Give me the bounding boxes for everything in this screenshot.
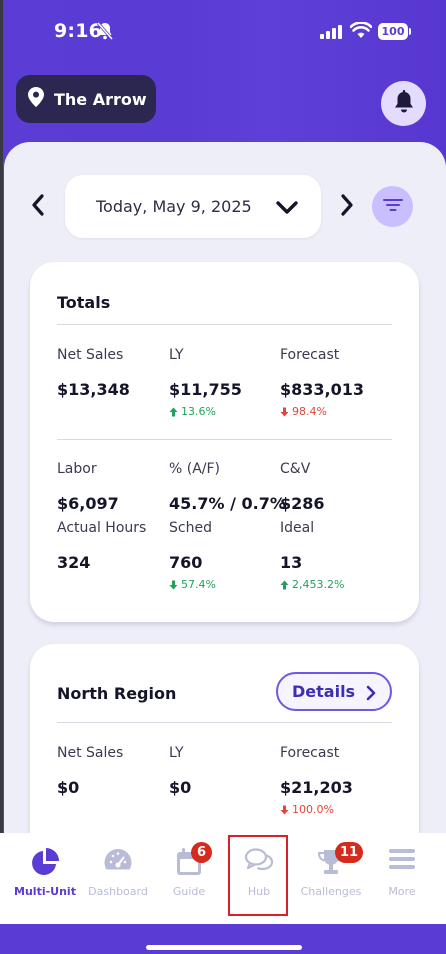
forecast-label: Forecast (280, 347, 340, 363)
device-bezel (0, 0, 3, 954)
cell-signal-icon (320, 24, 344, 43)
region-title: North Region (57, 684, 177, 703)
tab-label: Challenges (300, 885, 362, 898)
home-indicator[interactable] (146, 945, 302, 950)
guide-badge: 6 (191, 842, 212, 863)
labor-label: Labor (57, 461, 97, 477)
ly-value: $11,755 (169, 380, 242, 399)
ideal-label: Ideal (280, 520, 315, 536)
ideal-change-value: 2,453.2% (292, 578, 345, 591)
ly-label: LY (169, 347, 184, 363)
arrow-down-icon (169, 580, 178, 589)
labor-value: $6,097 (57, 494, 119, 513)
pie-chart-icon (30, 847, 60, 881)
divider (57, 722, 392, 723)
forecast-value: $833,013 (280, 380, 365, 399)
totals-title: Totals (57, 293, 111, 312)
filter-icon (382, 197, 403, 216)
tab-guide[interactable]: 6 Guide (152, 833, 226, 924)
arrow-down-icon (280, 407, 289, 416)
silent-mode-icon (96, 22, 114, 44)
ly-change: 13.6% (169, 405, 216, 418)
bottom-tab-bar: Multi-Unit Dashboard 6 Guide Hub 11 (0, 833, 446, 924)
status-time: 9:16 (54, 20, 103, 42)
tab-multi-unit[interactable]: Multi-Unit (8, 833, 82, 924)
filter-button[interactable] (372, 186, 413, 227)
forecast-change: 100.0% (280, 803, 334, 816)
date-selector[interactable]: Today, May 9, 2025 (65, 175, 321, 238)
ideal-value: 13 (280, 553, 303, 572)
tab-challenges[interactable]: 11 Challenges (294, 833, 368, 924)
forecast-change: 98.4% (280, 405, 327, 418)
net-sales-value: $0 (57, 778, 80, 797)
actual-hours-value: 324 (57, 553, 91, 572)
forecast-change-value: 100.0% (292, 803, 334, 816)
tab-label: More (388, 885, 416, 898)
details-label: Details (292, 682, 356, 701)
cv-label: C&V (280, 461, 311, 477)
chat-bubbles-icon (244, 847, 274, 879)
ly-value: $0 (169, 778, 192, 797)
tab-hub[interactable]: Hub (222, 833, 296, 924)
bell-icon (393, 89, 415, 118)
sched-change: 57.4% (169, 578, 216, 591)
tab-label: Guide (172, 885, 206, 898)
next-day-button[interactable] (339, 193, 355, 221)
sched-change-value: 57.4% (181, 578, 216, 591)
net-sales-label: Net Sales (57, 745, 124, 761)
ly-label: LY (169, 745, 184, 761)
chevron-right-icon (366, 685, 376, 701)
chevron-down-icon (275, 199, 299, 219)
location-name: The Arrow (54, 89, 147, 109)
location-selector[interactable]: The Arrow (16, 75, 156, 123)
north-region-card: North Region Details Net Sales $0 LY $0 … (30, 644, 419, 864)
sched-value: 760 (169, 553, 203, 572)
divider (57, 324, 392, 325)
divider (57, 439, 392, 440)
status-bar: 9:16 100 (0, 0, 446, 62)
forecast-change-value: 98.4% (292, 405, 327, 418)
arrow-up-icon (280, 580, 289, 589)
arrow-down-icon (280, 805, 289, 814)
tab-label: Hub (247, 885, 271, 898)
totals-card: Totals Net Sales $13,348 LY $11,755 13.6… (30, 262, 419, 622)
af-value: 45.7% / 0.7% (169, 494, 286, 513)
wifi-icon (349, 21, 373, 43)
menu-icon (388, 847, 416, 875)
tab-more[interactable]: More (365, 833, 439, 924)
af-label: % (A/F) (169, 461, 221, 477)
tab-label: Multi-Unit (14, 885, 76, 898)
trophy-icon (316, 847, 346, 881)
forecast-label: Forecast (280, 745, 340, 761)
date-label: Today, May 9, 2025 (96, 197, 252, 216)
home-indicator-bar (0, 924, 446, 954)
notifications-button[interactable] (381, 81, 426, 126)
location-pin-icon (28, 87, 44, 111)
hub-highlight-box (228, 835, 288, 916)
arrow-up-icon (169, 407, 178, 416)
sched-label: Sched (169, 520, 212, 536)
ideal-change: 2,453.2% (280, 578, 344, 591)
tab-dashboard[interactable]: Dashboard (81, 833, 155, 924)
speedometer-icon (103, 847, 133, 879)
cv-value: $286 (280, 494, 325, 513)
previous-day-button[interactable] (30, 193, 46, 221)
challenges-badge: 11 (335, 842, 364, 863)
ly-change-value: 13.6% (181, 405, 216, 418)
net-sales-label: Net Sales (57, 347, 124, 363)
net-sales-value: $13,348 (57, 380, 130, 399)
details-button[interactable]: Details (276, 672, 392, 711)
actual-hours-label: Actual Hours (57, 520, 147, 536)
battery-indicator: 100 (378, 23, 411, 40)
tab-label: Dashboard (88, 885, 148, 898)
forecast-value: $21,203 (280, 778, 353, 797)
